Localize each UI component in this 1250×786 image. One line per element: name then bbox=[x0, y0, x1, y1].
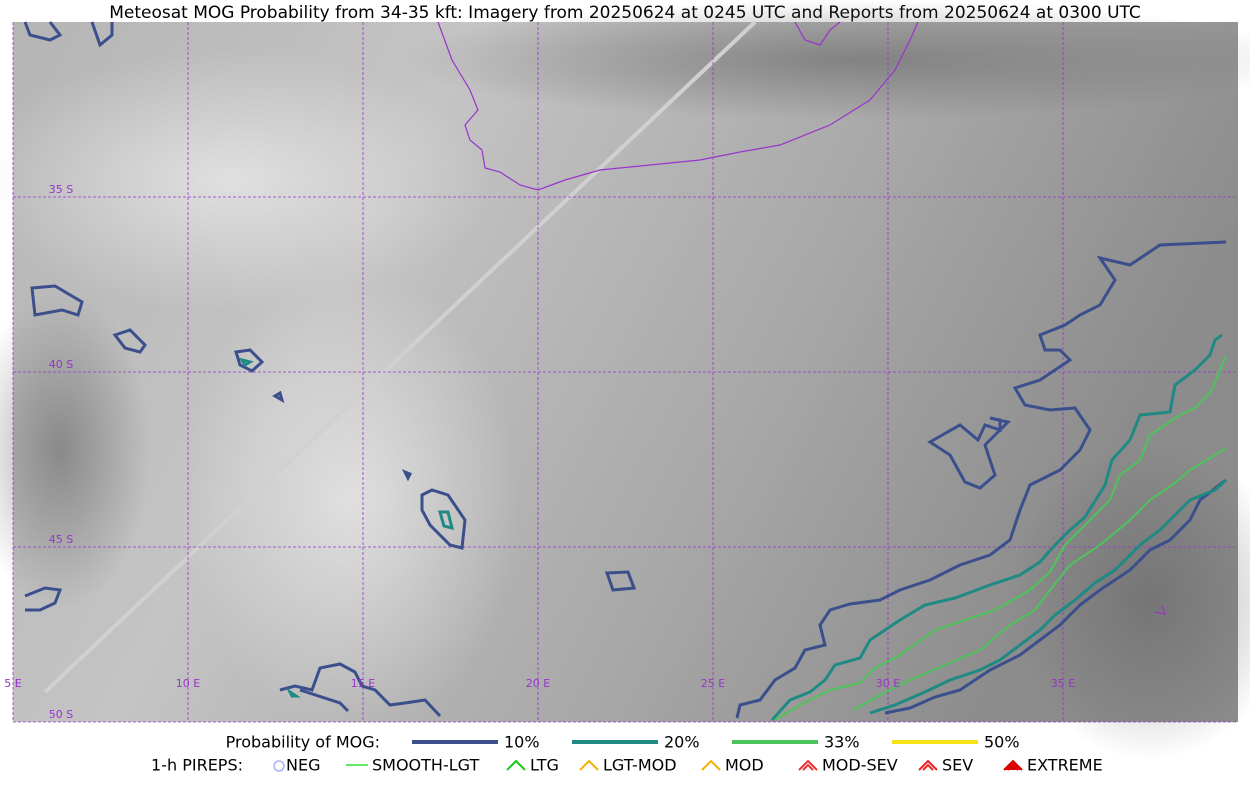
legend-swatch bbox=[506, 759, 526, 771]
legend-label: NEG bbox=[286, 756, 320, 775]
latitude-label: 50 S bbox=[49, 708, 73, 721]
longitude-label: 20 E bbox=[526, 677, 550, 690]
longitude-label: 5 E bbox=[4, 677, 21, 690]
legend-label: EXTREME bbox=[1027, 756, 1103, 775]
legend-label: SEV bbox=[942, 756, 973, 775]
longitude-labels: 5 E 10 E 15 E 20 E 25 E 30 E 35 E bbox=[4, 677, 1075, 690]
legend: Probability of MOG: 1-h PIREPS: 10% 20% 33… bbox=[151, 733, 1103, 775]
legend-swatch bbox=[701, 759, 721, 771]
longitude-label: 15 E bbox=[351, 677, 375, 690]
map: 35 S 40 S 45 S 50 S 5 E 10 E 15 E 20 E 25 E 30 E… bbox=[0, 0, 1250, 760]
latitude-label: 35 S bbox=[49, 183, 73, 196]
legend-swatch bbox=[1003, 759, 1023, 771]
legend-title: Probability of MOG: bbox=[226, 733, 380, 752]
legend-label: 50% bbox=[984, 733, 1020, 752]
longitude-label: 25 E bbox=[701, 677, 725, 690]
mog-contours bbox=[23, 21, 1228, 722]
legend-swatch bbox=[798, 759, 818, 771]
legend-title: 1-h PIREPS: bbox=[151, 756, 243, 775]
legend-swatch bbox=[918, 759, 938, 771]
legend-label: LGT-MOD bbox=[603, 756, 677, 775]
graticule bbox=[12, 22, 1238, 723]
legend-label: SMOOTH-LGT bbox=[372, 756, 479, 775]
legend-label: 33% bbox=[824, 733, 860, 752]
legend-swatch bbox=[579, 759, 599, 771]
legend-label: LTG bbox=[530, 756, 559, 775]
legend-swatch bbox=[273, 760, 285, 772]
coastline bbox=[437, 21, 1166, 615]
legend-label: 10% bbox=[504, 733, 540, 752]
legend-label: MOD-SEV bbox=[822, 756, 898, 775]
contrail bbox=[43, 20, 757, 694]
longitude-label: 10 E bbox=[176, 677, 200, 690]
latitude-labels: 35 S 40 S 45 S 50 S bbox=[49, 183, 73, 721]
longitude-label: 30 E bbox=[876, 677, 900, 690]
latitude-label: 40 S bbox=[49, 358, 73, 371]
latitude-label: 45 S bbox=[49, 533, 73, 546]
longitude-label: 35 E bbox=[1051, 677, 1075, 690]
legend-label: 20% bbox=[664, 733, 700, 752]
legend-label: MOD bbox=[725, 756, 764, 775]
